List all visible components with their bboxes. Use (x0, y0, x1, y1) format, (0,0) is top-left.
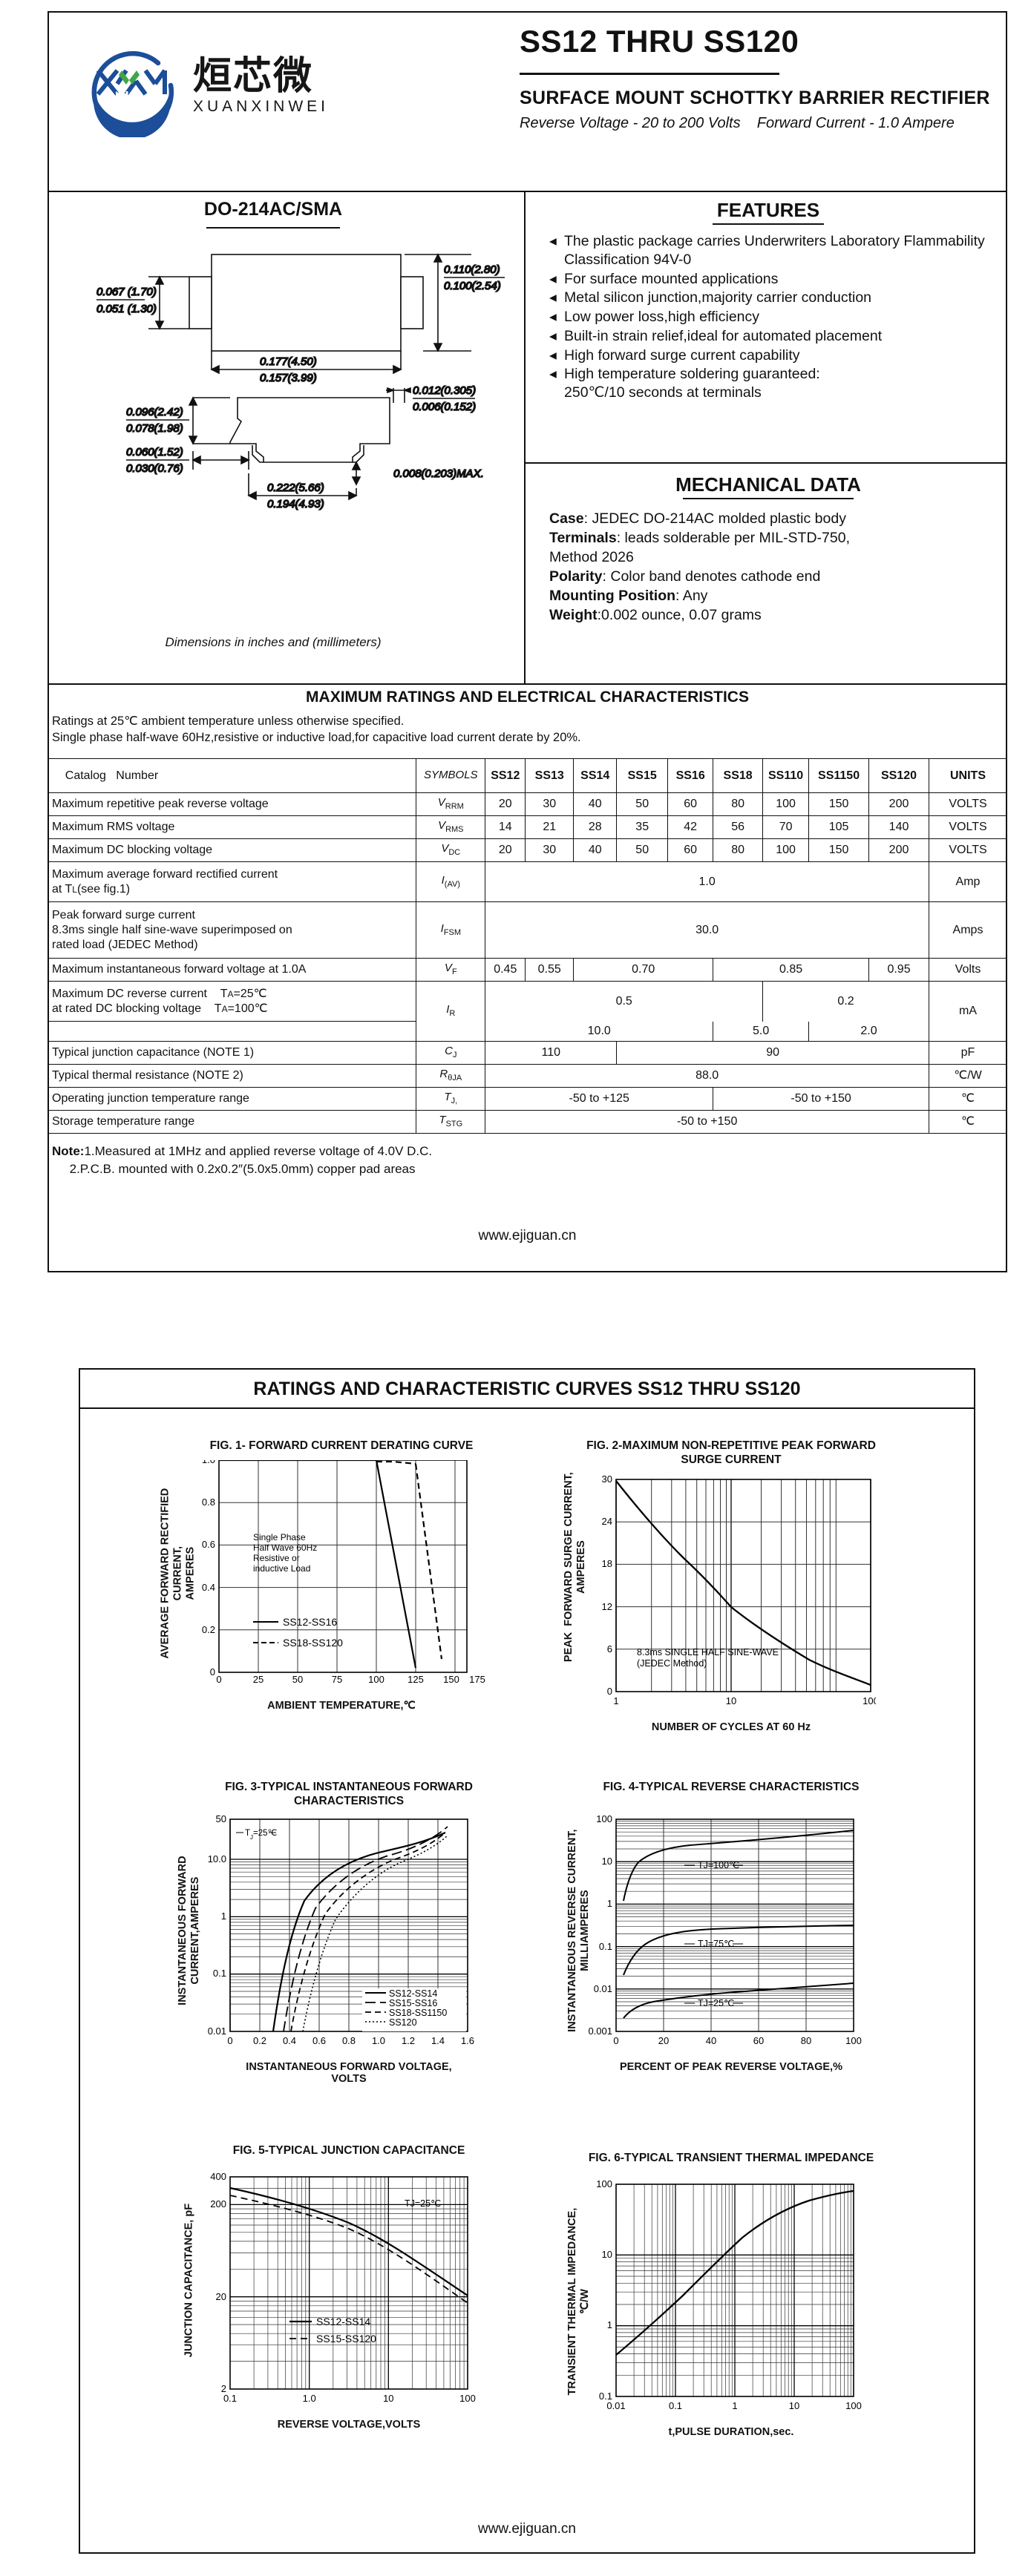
svg-text:150: 150 (443, 1674, 459, 1685)
svg-text:0.1: 0.1 (223, 2393, 237, 2404)
svg-text:TJ=25℃: TJ=25℃ (405, 2198, 441, 2209)
svg-text:0.110(2.80): 0.110(2.80) (444, 263, 500, 276)
svg-text:100: 100 (845, 2035, 862, 2046)
svg-text:10: 10 (789, 2400, 799, 2411)
svg-text:24: 24 (602, 1516, 612, 1527)
svg-text:SS15-SS120: SS15-SS120 (316, 2333, 376, 2345)
svg-text:100: 100 (863, 1695, 876, 1706)
svg-text:0.100(2.54): 0.100(2.54) (444, 280, 501, 292)
svg-text:0.01: 0.01 (594, 1983, 612, 1994)
svg-text:18: 18 (602, 1558, 612, 1569)
svg-text:80: 80 (801, 2035, 811, 2046)
svg-text:0.1: 0.1 (599, 1941, 612, 1952)
svg-text:10: 10 (383, 2393, 393, 2404)
svg-text:0.008(0.203)MAX.: 0.008(0.203)MAX. (393, 467, 484, 480)
svg-text:100: 100 (845, 2400, 862, 2411)
svg-text:SS18-SS1150: SS18-SS1150 (389, 2008, 447, 2018)
svg-text:0.177(4.50): 0.177(4.50) (260, 355, 317, 368)
svg-text:100: 100 (596, 1815, 612, 1824)
svg-text:1.0: 1.0 (202, 1460, 215, 1465)
svg-text:30: 30 (602, 1475, 612, 1485)
svg-text:100: 100 (368, 1674, 384, 1685)
svg-text:SS15-SS16: SS15-SS16 (389, 1998, 437, 2008)
svg-text:20: 20 (658, 2035, 669, 2046)
svg-text:125: 125 (408, 1674, 424, 1685)
svg-text:0.4: 0.4 (283, 2035, 296, 2046)
svg-text:0.8: 0.8 (342, 2035, 356, 2046)
svg-text:50: 50 (292, 1674, 303, 1685)
svg-text:0.8: 0.8 (202, 1496, 215, 1508)
svg-text:0: 0 (210, 1666, 215, 1678)
svg-text:1.6: 1.6 (461, 2035, 474, 2046)
svg-text:TJ=25℃: TJ=25℃ (698, 1998, 734, 2008)
svg-text:SS12-SS14: SS12-SS14 (389, 1988, 437, 1999)
svg-text:0.001: 0.001 (588, 2025, 612, 2037)
svg-text:100: 100 (596, 2180, 612, 2189)
svg-text:(JEDEC Method): (JEDEC Method) (637, 1658, 707, 1669)
svg-text:0.2: 0.2 (202, 1624, 215, 1635)
svg-text:Single Phase: Single Phase (253, 1532, 306, 1542)
svg-text:1.4: 1.4 (431, 2035, 445, 2046)
svg-text:0.6: 0.6 (312, 2035, 326, 2046)
svg-text:0.01: 0.01 (208, 2025, 226, 2037)
svg-text:60: 60 (753, 2035, 764, 2046)
svg-text:10: 10 (602, 2249, 612, 2260)
svg-text:TJ=25℃: TJ=25℃ (245, 1829, 278, 1841)
svg-text:Resistive or: Resistive or (253, 1553, 300, 1563)
svg-text:25: 25 (253, 1674, 264, 1685)
svg-text:75: 75 (332, 1674, 342, 1685)
svg-text:0.1: 0.1 (669, 2400, 682, 2411)
svg-text:0.2: 0.2 (253, 2035, 266, 2046)
svg-text:0.030(0.76): 0.030(0.76) (126, 462, 183, 475)
svg-text:TJ=75℃: TJ=75℃ (698, 1939, 734, 1949)
svg-text:0.194(4.93): 0.194(4.93) (267, 498, 324, 510)
svg-text:SS12-SS14: SS12-SS14 (316, 2316, 370, 2327)
svg-text:0.157(3.99): 0.157(3.99) (260, 372, 317, 384)
svg-text:6: 6 (607, 1643, 612, 1655)
svg-text:1.2: 1.2 (402, 2035, 415, 2046)
svg-text:1: 1 (607, 1898, 612, 1909)
svg-text:10.0: 10.0 (208, 1853, 226, 1864)
svg-text:0.01: 0.01 (606, 2400, 625, 2411)
svg-text:SS120: SS120 (389, 2017, 417, 2028)
svg-text:12: 12 (602, 1601, 612, 1612)
svg-text:1.0: 1.0 (303, 2393, 316, 2404)
svg-text:0.1: 0.1 (213, 1968, 226, 1979)
svg-text:20: 20 (216, 2291, 226, 2302)
svg-text:0.078(1.98): 0.078(1.98) (126, 422, 183, 435)
svg-text:0: 0 (227, 2035, 232, 2046)
svg-text:0: 0 (607, 1686, 612, 1697)
svg-text:inductive Load: inductive Load (253, 1563, 310, 1574)
svg-text:100: 100 (459, 2393, 476, 2404)
svg-text:1: 1 (607, 2319, 612, 2330)
svg-text:0.060(1.52): 0.060(1.52) (126, 446, 183, 459)
svg-text:0.012(0.305): 0.012(0.305) (413, 384, 476, 397)
svg-text:0.096(2.42): 0.096(2.42) (126, 406, 183, 418)
svg-text:SS18-SS120: SS18-SS120 (283, 1637, 343, 1649)
svg-text:0.067 (1.70): 0.067 (1.70) (96, 286, 157, 298)
svg-text:Half Wave 60Hz: Half Wave 60Hz (253, 1542, 317, 1553)
svg-text:50: 50 (216, 1815, 226, 1824)
svg-text:1: 1 (221, 1910, 226, 1922)
svg-text:0.051 (1.30): 0.051 (1.30) (96, 303, 157, 315)
svg-text:SS12-SS16: SS12-SS16 (283, 1616, 337, 1628)
svg-text:0: 0 (613, 2035, 618, 2046)
svg-text:40: 40 (706, 2035, 716, 2046)
svg-text:1: 1 (613, 1695, 618, 1706)
svg-text:175: 175 (469, 1674, 485, 1685)
svg-text:0: 0 (216, 1674, 221, 1685)
svg-text:1.0: 1.0 (372, 2035, 385, 2046)
svg-text:0.4: 0.4 (202, 1582, 215, 1593)
svg-text:0.6: 0.6 (202, 1539, 215, 1550)
svg-text:10: 10 (726, 1695, 736, 1706)
svg-text:200: 200 (210, 2198, 226, 2209)
svg-text:1: 1 (732, 2400, 737, 2411)
svg-text:400: 400 (210, 2172, 226, 2182)
svg-text:0.006(0.152): 0.006(0.152) (413, 401, 476, 413)
svg-text:10: 10 (602, 1856, 612, 1867)
svg-text:0.222(5.66): 0.222(5.66) (267, 482, 324, 494)
svg-text:8.3ms SINGLE HALF SINE-WAVE: 8.3ms SINGLE HALF SINE-WAVE (637, 1647, 779, 1657)
